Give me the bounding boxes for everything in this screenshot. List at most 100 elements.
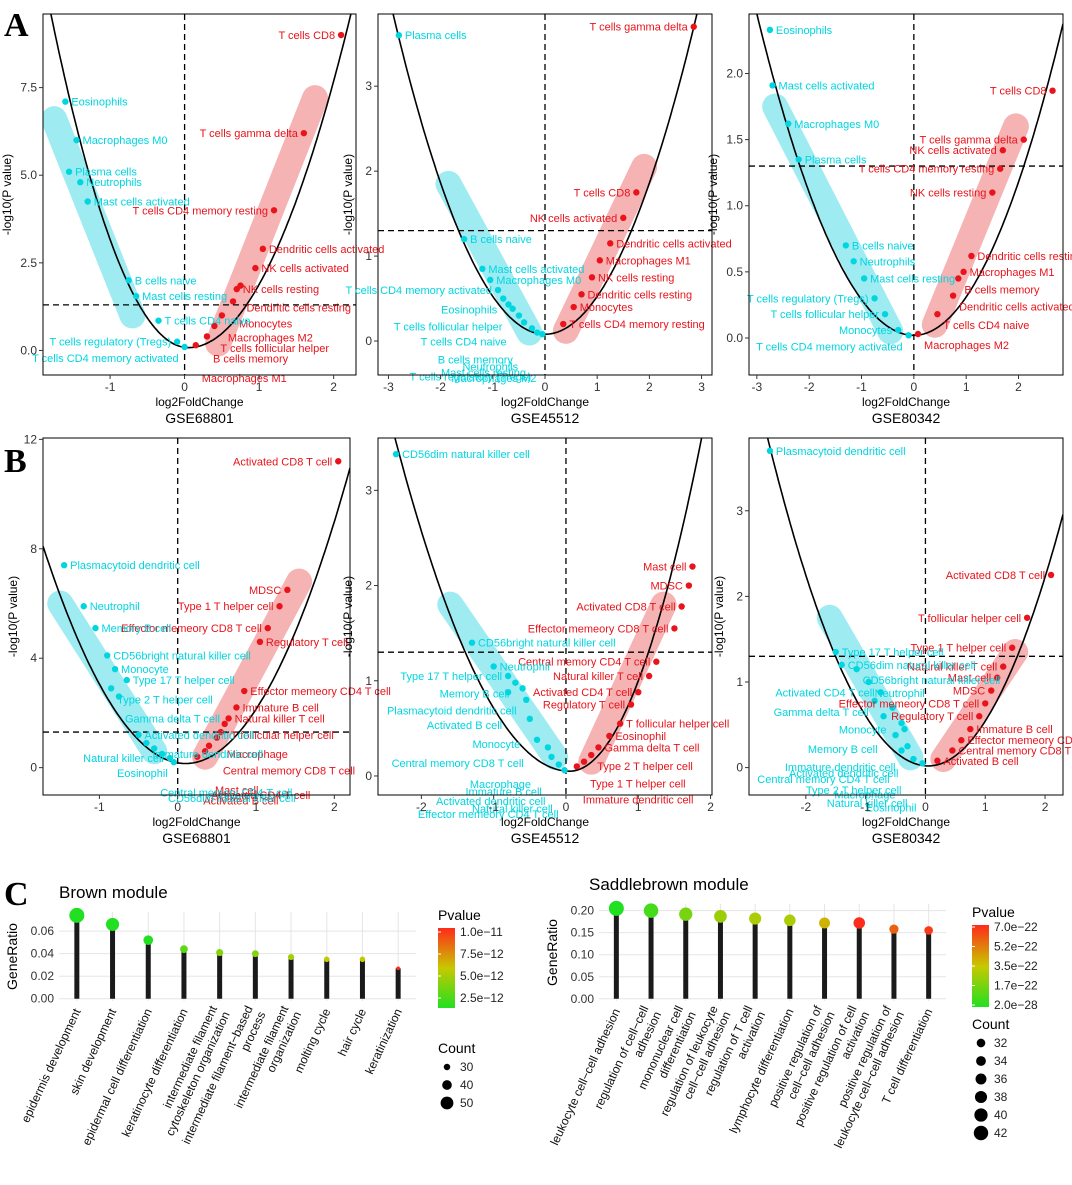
x-tick-label: -2: [800, 800, 811, 814]
point-label: T cells CD4 memory resting: [859, 164, 995, 176]
go-term-label: keratinization: [362, 1006, 405, 1076]
data-point: [994, 674, 1001, 681]
x-tick-label: 2: [1042, 800, 1049, 814]
data-point: [104, 652, 111, 659]
point-label: Effector memeory CD8 T cell: [121, 623, 262, 635]
module-title: Brown module: [59, 883, 168, 902]
data-point: [60, 562, 68, 569]
point-label: Central memory CD8 T cell: [223, 766, 355, 778]
go-term-label: hair cycle: [335, 1006, 369, 1058]
data-point: [395, 32, 403, 39]
point-label: Immature dendritic cell: [583, 794, 694, 806]
point-label: MDSC: [953, 686, 985, 698]
point-label: Type 1 T helper cell: [590, 779, 686, 791]
y-tick-label: 2: [365, 579, 372, 593]
data-point: [519, 685, 526, 692]
point-label: NK cells resting: [910, 188, 986, 200]
plot-area: [749, 14, 1063, 375]
data-point: [955, 275, 962, 282]
data-point: [509, 305, 516, 312]
data-point: [588, 274, 596, 281]
data-point: [460, 235, 468, 243]
lollipop-head: [749, 912, 762, 925]
data-point: [871, 697, 878, 705]
data-point: [620, 214, 627, 222]
data-point: [588, 751, 595, 759]
x-tick-label: -2: [435, 380, 446, 394]
point-label: B cells memory: [964, 284, 1040, 296]
lollipop-head: [714, 910, 727, 923]
data-point: [468, 639, 476, 646]
data-point: [479, 265, 486, 273]
point-label: B cells naive: [470, 234, 532, 246]
point-label: T cells CD8: [574, 187, 631, 199]
data-point: [533, 736, 541, 743]
y-tick-label: 1: [365, 674, 372, 688]
down-regression-band: [437, 591, 569, 770]
y-tick-label: 0: [30, 761, 37, 775]
point-label: T cells CD4 naive: [421, 337, 507, 349]
data-point: [1008, 644, 1016, 651]
count-legend-label: 32: [994, 1036, 1008, 1050]
data-point: [898, 747, 905, 754]
y-axis-label: -log10(P value): [341, 576, 355, 657]
module-title: Saddlebrown module: [589, 875, 749, 894]
point-label: Monocytes: [580, 302, 634, 314]
point-label: Type 2 T helper cell: [806, 785, 902, 797]
point-label: T cells follicular helper: [770, 309, 879, 321]
y-tick-label: 0: [736, 761, 743, 775]
lollipop-head: [105, 917, 120, 931]
data-point: [976, 713, 983, 720]
data-point: [580, 758, 588, 765]
data-point: [1023, 614, 1031, 621]
point-label: T cells CD4 memory resting: [133, 205, 269, 217]
y-axis-label: -log10(P value): [0, 154, 14, 235]
pvalue-legend-title: Pvalue: [438, 907, 481, 923]
point-label: Regulatory T cell: [543, 700, 625, 712]
y-tick-label: 2.0: [726, 67, 743, 81]
point-label: NK cells resting: [598, 272, 674, 284]
point-label: Gamma delta T cell: [604, 742, 699, 754]
plot-area: [378, 438, 712, 795]
plot-area: [43, 14, 356, 375]
data-point: [989, 189, 996, 196]
y-axis-label: -log10(P value): [6, 576, 20, 657]
point-label: Mast cells activated: [488, 264, 584, 276]
point-label: NK cells resting: [243, 284, 319, 296]
point-label: Monocyte: [839, 725, 887, 737]
point-label: Type 1 T helper cell: [178, 601, 274, 613]
count-legend-label: 40: [994, 1108, 1008, 1122]
point-label: T cells gamma delta: [920, 135, 1019, 147]
lollipop-head: [323, 956, 330, 963]
point-label: T cells CD4 naive: [943, 320, 1029, 332]
data-point: [560, 320, 567, 328]
point-label: Memory B cell: [808, 744, 878, 756]
point-label: Mast cells resting: [441, 367, 526, 379]
data-point: [860, 275, 868, 282]
down-regression-band: [43, 106, 146, 329]
point-label: Central memory CD4 T cell: [518, 657, 650, 669]
plot-frame: [42, 437, 351, 796]
data-point: [898, 719, 905, 727]
point-label: T cells CD4 memory resting: [569, 319, 705, 331]
data-point: [968, 252, 975, 260]
count-legend-title: Count: [972, 1016, 1009, 1032]
data-point: [151, 745, 158, 752]
data-point: [880, 713, 887, 720]
data-point: [194, 753, 201, 760]
count-legend-dot: [442, 1080, 452, 1090]
point-label: Type 17 T helper cell: [133, 675, 235, 687]
point-label: Central memory CD8 T cell: [958, 745, 1072, 757]
data-point: [170, 758, 177, 766]
data-point: [596, 257, 603, 264]
data-point: [276, 603, 283, 610]
point-label: CD56dim natural killer cell: [848, 660, 976, 672]
pvalue-legend-label: 1.0e−11: [460, 925, 503, 939]
data-point: [256, 638, 264, 646]
point-label: Plasmacytoid dendritic cell: [70, 560, 200, 572]
data-point: [578, 291, 585, 298]
point-label: CD56bright natural killer cell: [863, 675, 1001, 687]
plot-frame: [748, 13, 1064, 376]
point-label: Effector memeory CD4 T cell: [967, 735, 1072, 747]
data-point: [842, 242, 850, 249]
